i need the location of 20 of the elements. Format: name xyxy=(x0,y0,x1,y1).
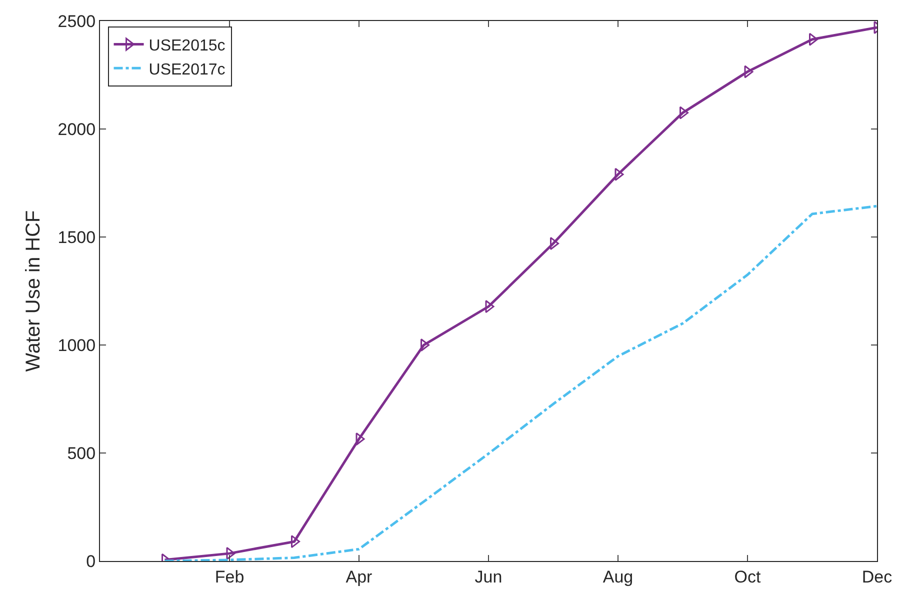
y-tick-label: 2000 xyxy=(58,120,96,139)
x-tick-label: Apr xyxy=(346,567,373,586)
y-tick-label: 500 xyxy=(67,444,96,463)
y-tick-label: 1000 xyxy=(58,336,96,355)
y-tick-label: 2500 xyxy=(58,12,96,31)
legend-label: USE2015c xyxy=(148,38,226,55)
x-tick-label: Jun xyxy=(474,567,502,586)
x-tick-label: Oct xyxy=(734,567,761,586)
x-tick-label: Feb xyxy=(214,567,244,586)
point xyxy=(485,300,494,314)
point xyxy=(226,546,236,560)
point xyxy=(356,432,365,446)
legend-label: USE2017c xyxy=(148,61,226,78)
y-tick-label: 1500 xyxy=(58,228,96,247)
point xyxy=(744,65,754,78)
point xyxy=(614,168,624,181)
x-tick-label: Aug xyxy=(602,567,634,586)
y-axis-title: Water Use in HCF xyxy=(22,210,44,372)
x-tick-label: Dec xyxy=(862,567,893,586)
y-tick-label: 0 xyxy=(86,552,96,571)
